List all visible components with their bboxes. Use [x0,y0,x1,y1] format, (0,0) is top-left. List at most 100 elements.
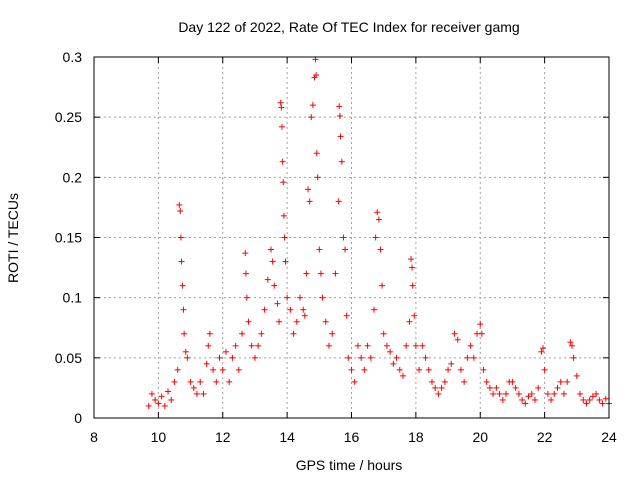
data-point [354,342,361,349]
data-point [416,366,423,373]
data-point [190,384,197,391]
data-point [239,330,246,337]
data-point [379,282,386,289]
data-point [422,354,429,361]
data-point [222,348,229,355]
data-point [317,270,324,277]
data-point [300,306,307,313]
data-point [387,348,394,355]
data-point [177,234,184,241]
data-point [229,354,236,361]
data-point [290,330,297,337]
data-point [251,354,258,361]
data-point [177,208,184,215]
gridlines [94,57,609,418]
y-tick-label: 0.2 [63,169,83,185]
y-tick-label: 0.05 [55,350,82,366]
data-point [313,72,320,79]
x-tick-label: 12 [215,429,231,445]
data-point [269,258,276,265]
data-point [531,396,538,403]
data-point [242,250,249,257]
data-point [232,342,239,349]
data-point [409,282,416,289]
data-point [281,234,288,241]
data-point [297,294,303,301]
data-point [486,384,493,391]
data-point [181,330,188,337]
data-point [301,312,308,319]
data-point [278,104,285,111]
data-point [316,246,323,253]
x-tick-label: 20 [472,429,488,445]
y-axis-label: ROTI / TECUs [5,193,21,283]
data-point [383,342,390,349]
data-point [480,366,487,373]
data-point [503,390,509,397]
x-tick-label: 22 [537,429,553,445]
chart-title: Day 122 of 2022, Rate Of TEC Index for r… [178,19,519,35]
data-point [372,234,379,241]
data-point [345,354,352,361]
data-point [152,396,159,403]
x-tick-label: 8 [90,429,98,445]
data-point [171,378,178,385]
data-point [425,366,432,373]
data-point [596,396,603,403]
y-tick-label: 0 [74,410,82,426]
data-point [226,378,233,385]
data-point [499,396,506,403]
data-point [490,390,497,397]
data-point [522,400,529,407]
data-point [336,103,343,110]
x-tick-label: 10 [151,429,167,445]
data-point [548,396,555,403]
data-point [528,390,535,397]
data-point [602,395,609,402]
data-point [203,360,210,367]
data-point [554,384,561,391]
data-point [335,198,342,205]
data-point [314,174,321,181]
data-point [282,258,289,265]
data-point [374,209,381,216]
data-point [348,366,355,373]
data-point [216,354,223,361]
data-point [396,366,403,373]
x-tick-label: 16 [344,429,360,445]
data-point [309,102,316,109]
data-point [496,390,503,397]
data-point [457,366,464,373]
x-tick-label: 24 [601,429,617,445]
data-point [168,396,175,403]
data-point [451,330,458,337]
data-point [393,354,400,361]
data-point [419,342,426,349]
data-point [390,360,397,367]
data-point [483,378,490,385]
data-point [515,390,522,397]
data-point [509,378,516,385]
data-point [276,318,283,325]
x-axis-label: GPS time / hours [296,457,403,473]
plot-frame [93,56,610,419]
data-point [519,396,526,403]
data-point [280,179,287,186]
data-point [306,198,313,205]
x-tick-label: 14 [279,429,295,445]
data-point [287,306,294,313]
data-point [206,330,213,337]
data-point [441,378,448,385]
data-point [248,342,255,349]
data-point [255,342,262,349]
data-point [293,318,300,325]
data-point [284,294,291,301]
data-point [245,318,252,325]
data-point [343,312,350,319]
data-point [176,202,183,209]
data-point [178,258,185,265]
data-point [279,158,286,165]
data-point [261,306,268,313]
data-point [570,354,577,361]
